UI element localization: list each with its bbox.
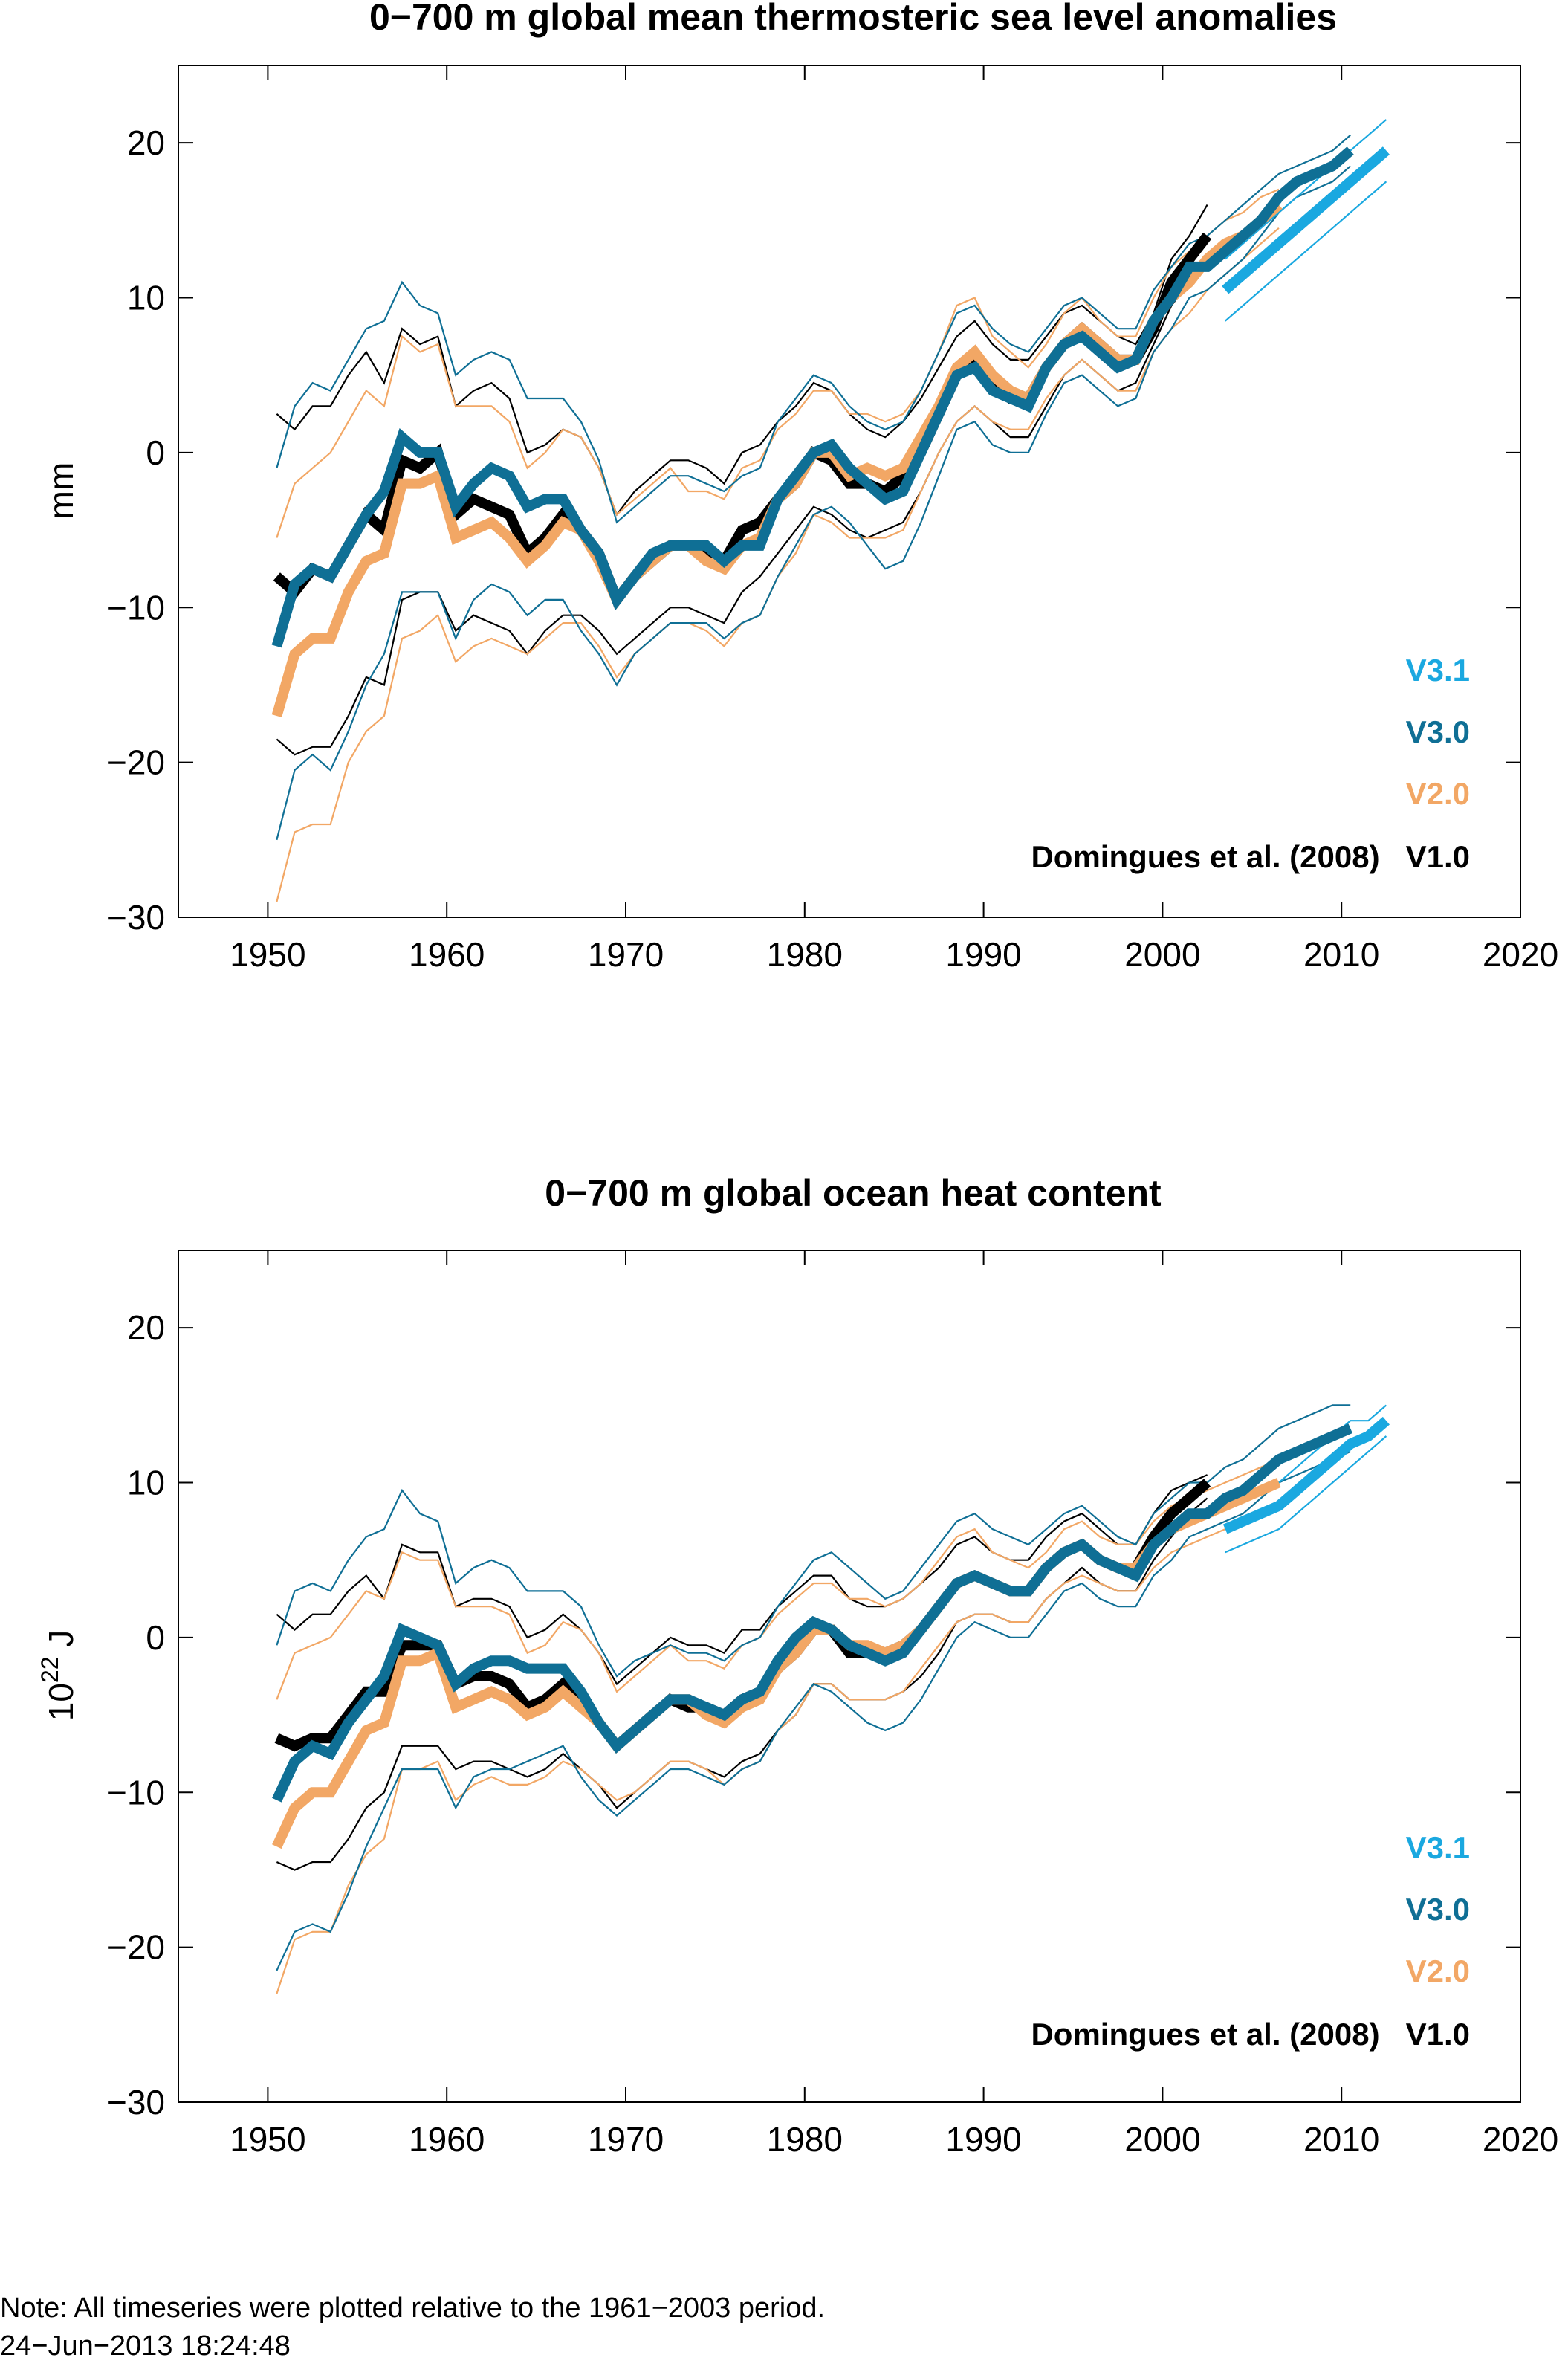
series-v3-1-lower: [1225, 1435, 1387, 1554]
plot-area: 1950 1960 1970 1980 1990 2000 2010 2020−30−20−1…: [107, 65, 1558, 974]
legend: V3.1 V3.0 V2.0 Domingues et al. (2008) V…: [1031, 1830, 1470, 2052]
y-axis-label-text: 1022 J: [36, 1630, 80, 1722]
x-tick-label: 2010: [1303, 935, 1379, 974]
series-v3-0-lower: [276, 165, 1351, 841]
series-v3-1-lower: [1224, 181, 1387, 322]
x-tick-label: 1970: [588, 2120, 664, 2159]
legend-v20: V2.0: [1406, 1953, 1470, 1988]
y-tick-label: −10: [107, 1773, 165, 1812]
legend-v30: V3.0: [1406, 1892, 1470, 1927]
y-tick-label: −30: [107, 2083, 165, 2121]
series-v3-1: [1222, 146, 1390, 294]
y-tick-label: −30: [107, 898, 165, 937]
x-tick-label: 2000: [1124, 2120, 1200, 2159]
x-tick-label: 1960: [409, 2120, 485, 2159]
y-tick-label: 0: [146, 433, 165, 472]
x-tick-label: 1950: [230, 2120, 305, 2159]
legend-v31: V3.1: [1406, 1830, 1470, 1865]
plot-area: 1950 1960 1970 1980 1990 2000 2010 2020−30−20−1…: [107, 1250, 1558, 2159]
axes-frame: [178, 65, 1521, 918]
x-tick-label: 2010: [1303, 2120, 1379, 2159]
x-tick-label: 2000: [1124, 935, 1200, 974]
y-tick-label: −20: [107, 1928, 165, 1967]
y-tick-label: 20: [127, 123, 165, 162]
y-tick-label: −10: [107, 588, 165, 627]
legend-v10: Domingues et al. (2008) V1.0: [1031, 2017, 1470, 2052]
y-tick-label: 20: [127, 1308, 165, 1347]
y-axis-label-text: mm: [42, 462, 80, 520]
footer-timestamp: 24−Jun−2013 18:24:48: [0, 2330, 291, 2362]
y-axis-label: 1022 J: [36, 1630, 80, 1722]
chart-title: 0−700 m global ocean heat content: [545, 1172, 1162, 1214]
x-tick-label: 1990: [945, 2120, 1021, 2159]
chart-ocean-heat-content: 0−700 m global ocean heat content 1022 J…: [36, 1172, 1558, 2159]
x-tick-label: 1980: [767, 935, 843, 974]
axes-frame: [178, 1250, 1521, 2103]
x-tick-label: 1970: [588, 935, 664, 974]
x-tick-label: 2020: [1483, 2120, 1558, 2159]
legend-v31: V3.1: [1406, 653, 1470, 688]
y-tick-label: 0: [146, 1618, 165, 1657]
x-tick-label: 1950: [230, 935, 305, 974]
chart-title: 0−700 m global mean thermosteric sea lev…: [369, 0, 1337, 38]
legend-v20: V2.0: [1406, 776, 1470, 811]
series-v3-0-lower: [276, 1450, 1351, 1971]
y-tick-label: 10: [127, 279, 165, 317]
x-tick-label: 1980: [767, 2120, 843, 2159]
legend-v10: Domingues et al. (2008) V1.0: [1031, 839, 1470, 874]
y-axis-label-unit: J: [42, 1630, 80, 1657]
series-v2-0-upper: [276, 1458, 1280, 1700]
x-tick-label: 1990: [945, 935, 1021, 974]
series-v3-0-upper: [276, 1404, 1351, 1678]
y-tick-label: 10: [127, 1464, 165, 1502]
series-v2-0-lower: [276, 1505, 1280, 1994]
series-v3-0: [271, 146, 1354, 648]
x-tick-label: 1960: [409, 935, 485, 974]
series-v3-1-upper: [1224, 119, 1387, 260]
legend-v30: V3.0: [1406, 714, 1470, 749]
series-v1-0-upper: [276, 204, 1208, 517]
series-v2-0-upper: [276, 188, 1280, 538]
x-tick-label: 2020: [1483, 935, 1558, 974]
chart-thermosteric-sea-level: 0−700 m global mean thermosteric sea lev…: [42, 0, 1558, 974]
series-v1-0-upper: [276, 1474, 1208, 1686]
series-v3-0: [272, 1423, 1352, 1803]
series-v3-1: [1222, 1416, 1390, 1534]
series-v3-0-upper: [276, 134, 1351, 524]
y-axis-label-exponent: 22: [36, 1657, 63, 1684]
y-tick-label: −20: [107, 743, 165, 782]
y-axis-label-base: 10: [42, 1683, 80, 1721]
y-axis-label: mm: [42, 462, 80, 520]
legend: V3.1 V3.0 V2.0 Domingues et al. (2008) V…: [1031, 653, 1470, 874]
footer-note: Note: All timeseries were plotted relati…: [0, 2292, 826, 2324]
